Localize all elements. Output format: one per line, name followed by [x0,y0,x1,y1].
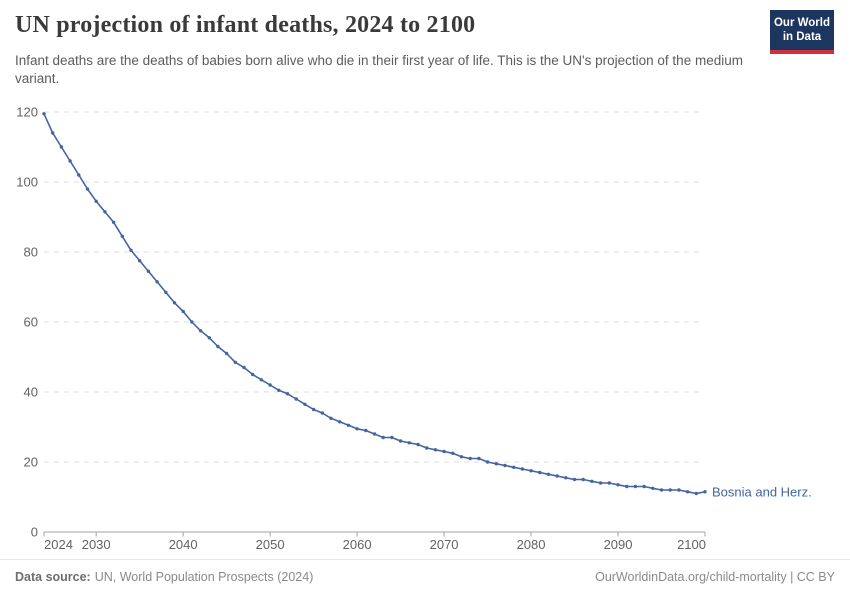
page-title: UN projection of infant deaths, 2024 to … [15,12,476,38]
y-tick-label-100: 100 [16,175,38,190]
chart-footer: Data source: UN, World Population Prospec… [0,559,850,584]
x-tick-label-2024: 2024 [44,537,73,552]
series-label[interactable]: Bosnia and Herz. [712,484,812,499]
x-tick-label-2040: 2040 [169,537,198,552]
x-tick-label-2080: 2080 [517,537,546,552]
y-tick-label-120: 120 [16,105,38,120]
chart-subtitle: Infant deaths are the deaths of babies b… [15,53,743,86]
y-tick-label-80: 80 [24,245,38,260]
data-source: Data source: UN, World Population Prospec… [15,570,313,584]
x-tick-label-2070: 2070 [430,537,459,552]
owid-logo-line1: Our World [773,17,830,29]
line-chart-area[interactable]: 0 20 40 60 80 100 120 2024 2030 2040 2050 2060 2070 2… [0,0,850,558]
owid-logo[interactable]: Our World in Data [770,10,834,54]
y-tick-label-20: 20 [24,455,38,470]
x-tick-label-2050: 2050 [256,537,285,552]
x-tick-label-2100: 2100 [677,537,706,552]
x-tick-label-2060: 2060 [343,537,372,552]
attribution-link[interactable]: OurWorldinData.org/child-mortality | CC … [595,570,835,584]
y-tick-label-40: 40 [24,385,38,400]
x-tick-label-2030: 2030 [82,537,111,552]
y-tick-label-0: 0 [31,525,38,540]
owid-logo-line2: in Data [782,31,822,44]
y-tick-label-60: 60 [24,315,38,330]
x-tick-label-2090: 2090 [604,537,633,552]
series-line[interactable] [43,113,706,495]
data-source-value: UN, World Population Prospects (2024) [94,570,314,584]
data-source-label: Data source: [15,570,91,584]
series-points [42,112,707,496]
